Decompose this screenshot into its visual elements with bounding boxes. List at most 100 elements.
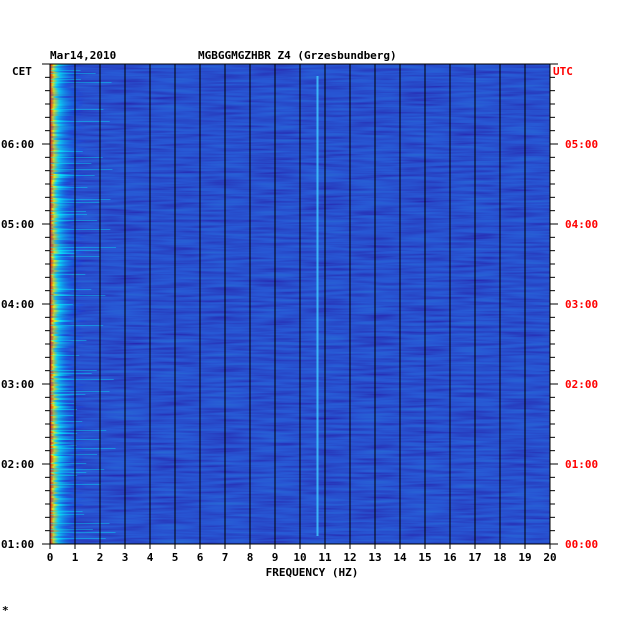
energy-streak (50, 295, 106, 296)
energy-band-row (50, 296, 71, 298)
energy-band-row (50, 418, 80, 420)
energy-band-row (50, 324, 76, 326)
energy-band-row (50, 264, 84, 266)
energy-band-row (50, 474, 86, 476)
energy-band-row (50, 246, 84, 248)
energy-band-row (50, 516, 85, 518)
energy-band-row (50, 424, 87, 426)
energy-streak (50, 214, 87, 215)
energy-band-row (50, 502, 73, 504)
energy-streak (50, 229, 111, 230)
energy-band-row (50, 530, 88, 532)
energy-band-row (50, 528, 78, 530)
energy-band-row (50, 472, 74, 474)
energy-streak (50, 109, 104, 110)
energy-band-row (50, 354, 78, 356)
energy-streak (50, 430, 107, 431)
energy-streak (50, 415, 74, 416)
energy-band-row (50, 206, 82, 208)
energy-band-row (50, 156, 81, 158)
energy-band-row (50, 302, 76, 304)
energy-band-row (50, 452, 81, 454)
energy-streak (50, 475, 78, 476)
energy-streak (50, 220, 98, 221)
energy-streak (50, 289, 92, 290)
energy-streak (50, 373, 92, 374)
energy-band-row (50, 484, 84, 486)
energy-band-row (50, 284, 79, 286)
x-tick-label: 14 (393, 551, 407, 564)
energy-band-row (50, 148, 88, 150)
x-tick-label: 5 (172, 551, 179, 564)
left-timezone-label: CET (12, 65, 32, 78)
energy-band-row (50, 352, 77, 354)
energy-band-row (50, 68, 75, 70)
energy-streak (50, 433, 78, 434)
energy-band-row (50, 114, 84, 116)
energy-band-row (50, 342, 87, 344)
energy-band-row (50, 232, 78, 234)
energy-streak (50, 169, 113, 170)
energy-band-row (50, 448, 86, 450)
energy-band-row (50, 96, 72, 98)
energy-band-row (50, 542, 81, 544)
energy-band-row (50, 70, 74, 72)
energy-streak (50, 163, 92, 164)
y-right-tick-label: 05:00 (565, 138, 598, 151)
energy-band-row (50, 142, 83, 144)
energy-streak (50, 274, 86, 275)
energy-band-row (50, 258, 74, 260)
energy-band-row (50, 250, 86, 252)
y-right-tick-label: 00:00 (565, 538, 598, 551)
energy-band-row (50, 374, 83, 376)
energy-band-row (50, 140, 88, 142)
energy-band-row (50, 256, 72, 258)
energy-band-row (50, 274, 73, 276)
axes: 0 1 2 3 4 5 6 7 8 9 10 11 12 13 14 15 16 17 18 19 2001:0002:… (1, 63, 598, 564)
energy-band-row (50, 248, 81, 250)
energy-band-row (50, 408, 82, 410)
energy-band-row (50, 314, 78, 316)
energy-streak (50, 70, 81, 71)
energy-band-row (50, 388, 85, 390)
energy-band-row (50, 200, 83, 202)
energy-band-row (50, 308, 82, 310)
energy-band-row (50, 278, 80, 280)
energy-band-row (50, 366, 80, 368)
energy-band-row (50, 236, 82, 238)
energy-band-row (50, 110, 84, 112)
x-tick-label: 20 (543, 551, 556, 564)
energy-band-row (50, 500, 83, 502)
energy-band-row (50, 214, 85, 216)
energy-band-row (50, 228, 83, 230)
energy-streak (50, 253, 76, 254)
energy-band-row (50, 320, 88, 322)
energy-band-row (50, 266, 81, 268)
energy-band-row (50, 316, 81, 318)
energy-band-row (50, 490, 75, 492)
energy-band-row (50, 290, 80, 292)
energy-band-row (50, 134, 79, 136)
energy-streak (50, 175, 95, 176)
energy-band-row (50, 512, 81, 514)
energy-streak (50, 394, 86, 395)
energy-band-row (50, 420, 81, 422)
x-tick-label: 10 (293, 551, 306, 564)
x-tick-label: 11 (318, 551, 332, 564)
energy-band-row (50, 312, 84, 314)
energy-band-row (50, 158, 79, 160)
energy-streak (50, 529, 93, 530)
energy-streak (50, 79, 81, 80)
energy-band-row (50, 176, 85, 178)
energy-streak (50, 82, 112, 83)
energy-band-row (50, 272, 76, 274)
energy-streak (50, 73, 96, 74)
energy-band-row (50, 426, 86, 428)
energy-band-row (50, 260, 87, 262)
energy-band-row (50, 478, 80, 480)
energy-band-row (50, 194, 74, 196)
energy-band-row (50, 394, 86, 396)
energy-band-row (50, 526, 72, 528)
energy-band-row (50, 234, 87, 236)
energy-band-row (50, 344, 81, 346)
